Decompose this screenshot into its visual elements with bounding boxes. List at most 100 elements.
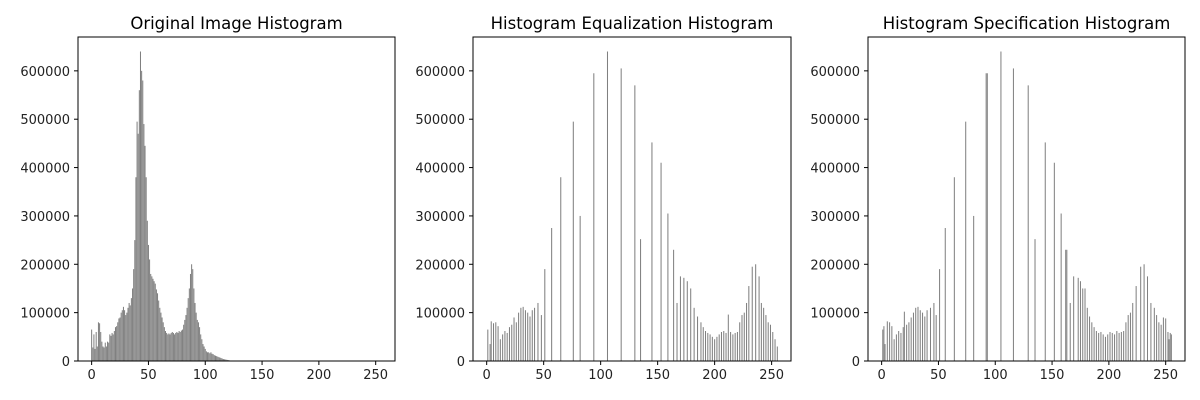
specification-x-tick-label: 250 xyxy=(1153,368,1178,383)
specification-bar-254 xyxy=(1169,332,1171,361)
equalization-bar-208 xyxy=(723,331,725,361)
specification-bar-162 xyxy=(1065,249,1067,361)
equalization-y-tick-label: 300000 xyxy=(415,210,465,225)
original-bar-44 xyxy=(141,70,143,361)
equalization-bar-10 xyxy=(497,326,499,361)
specification-x-tick-label: 0 xyxy=(877,368,885,383)
original-bar-45 xyxy=(142,80,144,362)
original-bar-7 xyxy=(99,323,101,361)
equalization-bar-82 xyxy=(579,215,581,361)
equalization-bar-45 xyxy=(537,302,539,361)
equalization-x-tick-label: 200 xyxy=(702,368,727,383)
original-bar-90 xyxy=(193,288,195,361)
original-bar-87 xyxy=(189,273,191,361)
original-bar-49 xyxy=(146,220,148,361)
original-bar-58 xyxy=(157,293,159,361)
original-y-tick-label: 500000 xyxy=(20,113,70,128)
original-bar-15 xyxy=(108,342,110,361)
specification-bar-219 xyxy=(1129,312,1131,361)
equalization-x-tick-label: 0 xyxy=(483,368,491,383)
equalization-bar-247 xyxy=(767,322,769,361)
equalization-bar-226 xyxy=(743,312,745,361)
specification-chart-title: Histogram Specification Histogram xyxy=(883,14,1171,33)
original-bar-38 xyxy=(134,240,136,361)
original-bar-26 xyxy=(120,312,122,361)
specification-bar-250 xyxy=(1165,318,1167,361)
original-bar-105 xyxy=(210,352,212,361)
original-bar-8 xyxy=(100,331,102,361)
equalization-bar-40 xyxy=(531,310,533,361)
equalization-bar-251 xyxy=(772,331,774,361)
equalization-bar-243 xyxy=(763,307,765,361)
equalization-bar-51 xyxy=(544,269,546,361)
specification-bar-242 xyxy=(1156,315,1158,361)
original-bar-91 xyxy=(194,302,196,361)
original-bar-56 xyxy=(154,283,156,361)
original-bar-18 xyxy=(111,332,113,361)
equalization-bar-65 xyxy=(560,177,562,361)
specification-bar-1 xyxy=(882,329,884,361)
original-bar-2 xyxy=(93,334,95,361)
original-bar-107 xyxy=(212,354,214,361)
original-bar-81 xyxy=(183,324,185,361)
original-bar-22 xyxy=(116,326,118,361)
specification-bar-253 xyxy=(1168,339,1170,361)
original-bar-76 xyxy=(177,332,179,361)
original-bar-74 xyxy=(175,332,177,361)
original-bar-64 xyxy=(163,327,165,361)
specification-bar-15 xyxy=(898,331,900,361)
original-bar-43 xyxy=(139,51,141,361)
equalization-bar-176 xyxy=(686,281,688,361)
original-bar-103 xyxy=(208,352,210,361)
original-bar-78 xyxy=(179,331,181,361)
original-bar-75 xyxy=(176,331,178,361)
equalization-bar-224 xyxy=(741,315,743,361)
specification-bar-51 xyxy=(939,269,941,361)
original-bar-5 xyxy=(96,346,98,361)
original-bar-55 xyxy=(153,281,155,361)
specification-bar-193 xyxy=(1100,331,1102,361)
specification-bar-163 xyxy=(1066,249,1068,361)
original-bar-110 xyxy=(216,356,218,361)
specification-bar-191 xyxy=(1098,332,1100,361)
specification-bar-201 xyxy=(1109,331,1111,361)
original-bar-31 xyxy=(126,312,128,361)
equalization-bar-57 xyxy=(551,228,553,361)
original-axes-frame xyxy=(77,36,396,362)
original-bar-61 xyxy=(160,312,162,361)
original-x-tick-label: 0 xyxy=(87,368,95,383)
equalization-y-tick-label: 200000 xyxy=(415,258,465,273)
original-bar-68 xyxy=(168,333,170,361)
specification-histogram-panel: Histogram Specification Histogram 0 50 100 1… xyxy=(810,14,1186,383)
specification-bar-7 xyxy=(889,322,891,361)
specification-bar-231 xyxy=(1143,264,1145,361)
original-y-tick-label: 0 xyxy=(62,355,70,370)
equalization-bar-1 xyxy=(487,329,489,361)
equalization-bar-185 xyxy=(697,316,699,361)
specification-bar-158 xyxy=(1060,213,1062,361)
specification-bar-195 xyxy=(1102,334,1104,361)
specification-bar-205 xyxy=(1114,334,1116,361)
original-bar-94 xyxy=(197,322,199,361)
equalization-bar-249 xyxy=(769,324,771,361)
original-bar-65 xyxy=(164,331,166,361)
original-bar-16 xyxy=(109,334,111,361)
equalization-bar-22 xyxy=(511,324,513,361)
original-bar-112 xyxy=(218,357,220,361)
specification-bar-129 xyxy=(1027,85,1029,362)
equalization-bar-200 xyxy=(714,339,716,361)
original-bar-54 xyxy=(152,278,154,361)
specification-bar-197 xyxy=(1104,336,1106,361)
original-bar-39 xyxy=(135,177,137,361)
specification-bar-64 xyxy=(953,177,955,361)
specification-y-tick-label: 300000 xyxy=(810,210,860,225)
original-bar-32 xyxy=(127,307,129,361)
specification-x-tick-label: 200 xyxy=(1096,368,1121,383)
original-bar-36 xyxy=(132,288,134,361)
original-bar-30 xyxy=(125,315,127,361)
original-bar-41 xyxy=(137,133,139,361)
specification-bar-248 xyxy=(1162,317,1164,361)
specification-bar-240 xyxy=(1153,307,1155,361)
equalization-bar-16 xyxy=(504,331,506,361)
specification-bar-211 xyxy=(1120,331,1122,361)
